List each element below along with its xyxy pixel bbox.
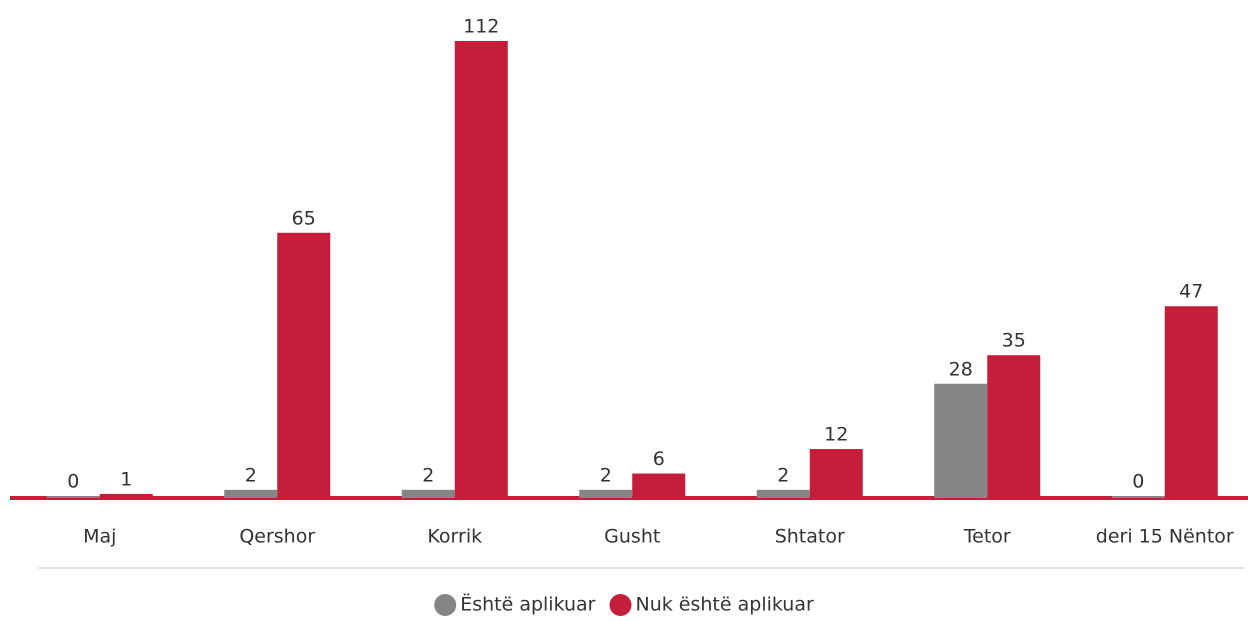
- bar: [579, 489, 633, 498]
- value-label: 28: [949, 358, 973, 380]
- value-label: 1: [120, 468, 132, 490]
- bar: [224, 489, 278, 498]
- legend-label: Është aplikuar: [460, 593, 595, 616]
- value-label: 2: [777, 464, 789, 486]
- value-label: 2: [600, 464, 612, 486]
- bar: [454, 41, 508, 498]
- value-label: 35: [1002, 330, 1026, 352]
- x-tick-label: deri 15 Nëntor: [1096, 526, 1234, 548]
- bar: [277, 232, 331, 498]
- bar: [987, 355, 1041, 498]
- bar: [46, 496, 100, 498]
- x-tick-label: Tetor: [963, 526, 1011, 548]
- legend-marker: [434, 594, 457, 616]
- bar: [934, 383, 988, 498]
- x-tick-label: Korrik: [427, 526, 482, 548]
- value-label: 47: [1179, 281, 1203, 303]
- value-label: 12: [824, 424, 848, 446]
- bar: [756, 489, 810, 498]
- value-label: 2: [245, 464, 257, 486]
- value-label: 112: [463, 16, 499, 38]
- x-tick-label: Maj: [83, 526, 116, 548]
- bar: [401, 489, 455, 498]
- value-label: 0: [1132, 471, 1144, 493]
- legend-marker: [609, 594, 632, 616]
- bar: [1111, 496, 1165, 498]
- x-tick-label: Qershor: [239, 526, 315, 548]
- legend: Është aplikuar Nuk është aplikuar: [434, 593, 814, 616]
- x-tick-label: Shtator: [775, 526, 845, 548]
- value-label: 0: [67, 471, 79, 493]
- x-tick-label: Gusht: [604, 526, 660, 548]
- legend-label: Nuk është aplikuar: [636, 594, 814, 616]
- bar: [632, 473, 686, 498]
- bar: [99, 493, 153, 498]
- bar: [1164, 306, 1218, 498]
- value-label: 6: [653, 448, 665, 470]
- value-label: 65: [292, 207, 316, 229]
- value-label: 2: [422, 464, 434, 486]
- bar: [809, 449, 863, 498]
